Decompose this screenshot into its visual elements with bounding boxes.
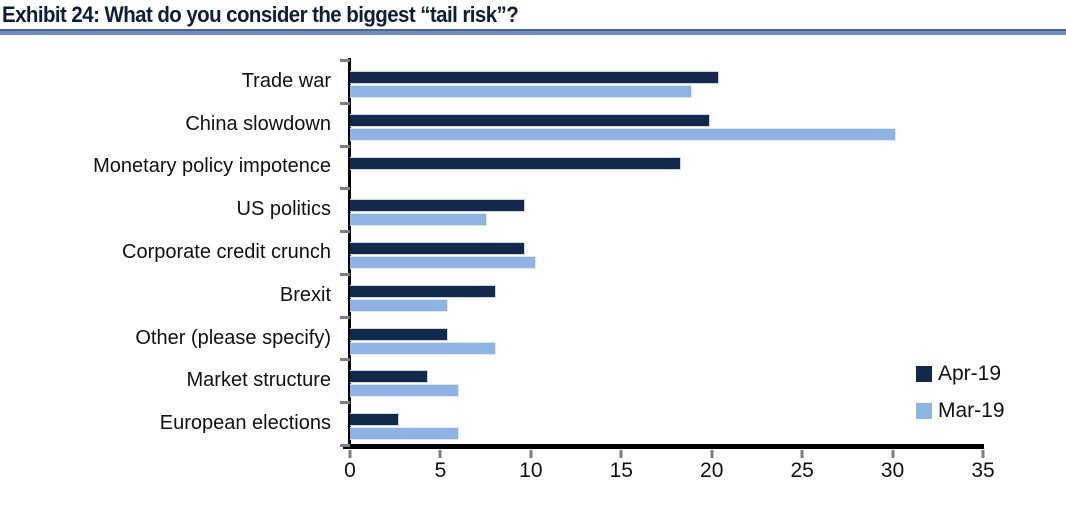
x-axis-tick bbox=[529, 450, 533, 458]
bar-mar-19 bbox=[350, 384, 459, 398]
x-axis-tick bbox=[438, 450, 442, 458]
bar-mar-19 bbox=[350, 256, 537, 270]
bar-mar-19 bbox=[350, 85, 692, 98]
bar-apr-19 bbox=[350, 284, 497, 298]
legend-swatch-mar-19 bbox=[916, 403, 932, 419]
legend-label-apr-19: Apr-19 bbox=[938, 362, 1002, 385]
y-axis-line bbox=[348, 58, 351, 445]
y-axis-tick bbox=[340, 315, 350, 319]
x-tick-label: 15 bbox=[609, 459, 633, 482]
legend-label-mar-19: Mar-19 bbox=[938, 399, 1005, 422]
x-axis-line bbox=[343, 444, 984, 449]
y-axis-tick bbox=[340, 187, 350, 191]
x-tick-label: 20 bbox=[700, 459, 724, 482]
bar-row bbox=[350, 402, 983, 445]
x-tick-label: 5 bbox=[434, 459, 447, 482]
bar-apr-19 bbox=[350, 327, 448, 341]
bar-mar-19 bbox=[350, 341, 497, 355]
bar-row bbox=[350, 359, 983, 402]
x-axis-tick bbox=[800, 450, 804, 458]
bar-mar-19 bbox=[350, 213, 488, 227]
plot-area: 0 5 10 15 20 25 30 35 bbox=[340, 59, 995, 482]
bar-apr-19 bbox=[350, 71, 719, 84]
x-axis-tick bbox=[619, 450, 623, 458]
category-label: China slowdown bbox=[185, 112, 331, 135]
bar-mar-19 bbox=[350, 298, 448, 312]
y-axis-tick bbox=[340, 144, 350, 148]
bar-row bbox=[350, 188, 983, 231]
category-labels: Trade war China slowdown Monetary policy i… bbox=[0, 60, 340, 445]
x-tick-label: 35 bbox=[971, 459, 995, 482]
bar-rows bbox=[350, 60, 983, 445]
legend-swatch-apr-19 bbox=[916, 366, 932, 382]
x-axis-tick bbox=[348, 450, 352, 458]
bar-apr-19 bbox=[350, 242, 526, 256]
chart-title: Exhibit 24: What do you consider the big… bbox=[2, 2, 519, 27]
bar-mar-19 bbox=[350, 427, 459, 441]
x-tick-label: 30 bbox=[880, 459, 905, 482]
y-axis-tick bbox=[340, 444, 350, 447]
category-label: Corporate credit crunch bbox=[122, 241, 331, 264]
legend: Apr-19 Mar-19 bbox=[916, 361, 1005, 424]
bar-row bbox=[350, 146, 983, 189]
category-label: European elections bbox=[159, 412, 331, 435]
legend-item-mar-19: Mar-19 bbox=[916, 398, 1005, 424]
x-tick-label: 25 bbox=[790, 459, 814, 482]
title-rule-divider bbox=[0, 29, 1066, 35]
bar-apr-19 bbox=[350, 113, 710, 127]
y-axis-tick bbox=[340, 401, 350, 405]
y-axis-tick bbox=[340, 358, 350, 362]
category-label: Monetary policy impotence bbox=[93, 155, 331, 178]
category-label: Market structure bbox=[186, 369, 331, 392]
bar-apr-19 bbox=[350, 199, 526, 213]
bar-row bbox=[350, 103, 983, 146]
bar-apr-19 bbox=[350, 413, 399, 427]
y-axis-tick bbox=[340, 59, 350, 62]
bar-apr-19 bbox=[350, 156, 681, 170]
bar-mar-19 bbox=[350, 127, 897, 141]
x-axis-tick bbox=[981, 450, 985, 458]
category-label: Trade war bbox=[241, 69, 331, 92]
x-tick-label: 0 bbox=[344, 459, 356, 482]
legend-item-apr-19: Apr-19 bbox=[916, 361, 1005, 387]
y-axis-tick bbox=[340, 230, 350, 234]
x-axis-tick bbox=[891, 450, 895, 458]
category-label: US politics bbox=[236, 198, 331, 221]
category-label: Brexit bbox=[279, 283, 331, 306]
bar-row bbox=[350, 60, 983, 103]
category-label: Other (please specify) bbox=[135, 326, 331, 349]
y-axis-tick bbox=[340, 101, 350, 105]
bar-row bbox=[350, 274, 983, 317]
bar-apr-19 bbox=[350, 370, 428, 384]
x-axis-tick bbox=[710, 450, 714, 458]
y-axis-tick bbox=[340, 272, 350, 276]
bar-row bbox=[350, 317, 983, 360]
bar-row bbox=[350, 231, 983, 274]
x-tick-label: 10 bbox=[519, 459, 543, 482]
